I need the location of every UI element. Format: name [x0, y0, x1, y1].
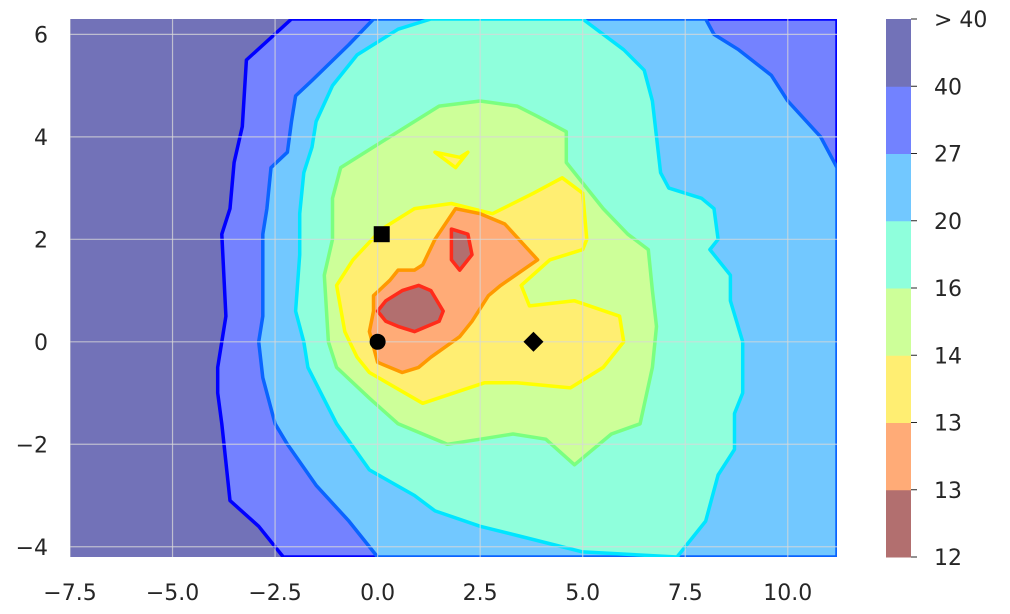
- y-tick-label: −4: [16, 536, 48, 561]
- colorbar-label: 27: [934, 143, 962, 168]
- x-tick-label: −2.5: [248, 581, 301, 606]
- colorbar-segment: [886, 153, 911, 222]
- x-axis-ticks: −7.5 −5.0 −2.5 0.0 2.5 5.0 7.5 10.0: [43, 581, 812, 606]
- colorbar-segment: [886, 19, 911, 87]
- diamond-marker: [523, 331, 544, 352]
- y-tick-label: 2: [34, 228, 48, 253]
- colorbar-label: 16: [934, 277, 962, 302]
- x-tick-label: −7.5: [43, 581, 96, 606]
- square-marker: [373, 226, 390, 243]
- colorbar-label: 20: [934, 210, 962, 235]
- colorbar-segment: [886, 355, 911, 423]
- x-tick-label: 10.0: [763, 581, 812, 606]
- y-tick-label: 0: [34, 331, 48, 356]
- colorbar-segment: [886, 86, 911, 154]
- y-tick-label: 4: [34, 126, 48, 151]
- contour-layer: [70, 19, 837, 557]
- colorbar: 12 13 13 14 16 20 27 40 > 40: [886, 8, 987, 571]
- colorbar-segment: [886, 220, 911, 289]
- x-tick-label: 0.0: [360, 581, 395, 606]
- gridlines: [70, 19, 837, 557]
- contour-region-12-8: [375, 283, 445, 334]
- y-axis-ticks: −4 −2 0 2 4 6: [16, 23, 48, 560]
- colorbar-label: 13: [934, 479, 962, 504]
- colorbar-label: 13: [934, 412, 962, 437]
- x-tick-label: 7.5: [668, 581, 703, 606]
- colorbar-label: 14: [934, 344, 962, 369]
- colorbar-label: > 40: [934, 8, 987, 33]
- colorbar-segment: [886, 489, 911, 558]
- colorbar-segment: [886, 288, 911, 356]
- y-tick-label: −2: [16, 433, 48, 458]
- contour-region-14-6: [433, 150, 470, 170]
- circle-marker: [369, 333, 386, 350]
- y-tick-label: 6: [34, 23, 48, 48]
- marker-layer: [369, 226, 544, 352]
- colorbar-segment: [886, 422, 911, 491]
- x-tick-label: −5.0: [146, 581, 199, 606]
- x-tick-label: 5.0: [565, 581, 600, 606]
- colorbar-label: 40: [934, 75, 962, 100]
- x-tick-label: 2.5: [463, 581, 498, 606]
- colorbar-label: 12: [934, 546, 962, 571]
